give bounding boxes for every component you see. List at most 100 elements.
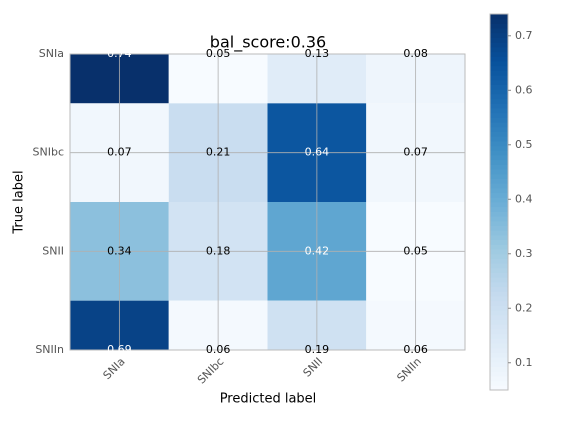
- colorbar-segment: [490, 206, 508, 212]
- axes-frame: [69, 53, 466, 351]
- colorbar-segment: [490, 253, 508, 259]
- colorbar-segment: [490, 18, 508, 24]
- colorbar-segment: [490, 366, 508, 372]
- cell-label: 0.21: [206, 146, 231, 159]
- cell-label: 0.74: [107, 47, 132, 60]
- colorbar-segment: [490, 108, 508, 114]
- cell-label: 0.06: [403, 343, 428, 356]
- colorbar-segment: [490, 300, 508, 306]
- colorbar-segment: [490, 314, 508, 320]
- x-tick-label: SNII: [301, 355, 326, 380]
- colorbar-segment: [490, 89, 508, 95]
- colorbar-segment: [490, 244, 508, 250]
- colorbar-segment: [490, 352, 508, 358]
- colorbar-segment: [490, 155, 508, 161]
- colorbar-segment: [490, 70, 508, 76]
- colorbar-segment: [490, 131, 508, 137]
- colorbar-segment: [490, 46, 508, 53]
- colorbar-segment: [490, 178, 508, 184]
- colorbar-tick-label: 0.6: [515, 83, 533, 96]
- colorbar-segment: [490, 357, 508, 363]
- colorbar-segment: [490, 296, 508, 302]
- cell-label: 0.07: [403, 146, 428, 159]
- colorbar-segment: [490, 385, 508, 391]
- colorbar-segment: [490, 324, 508, 330]
- colorbar-segment: [490, 145, 508, 151]
- colorbar-segment: [490, 23, 508, 29]
- colorbar-segment: [490, 140, 508, 147]
- chart-title: bal_score:0.36: [210, 33, 326, 53]
- colorbar-segment: [490, 197, 508, 203]
- colorbar-segment: [490, 98, 508, 104]
- cell-label: 0.08: [403, 47, 428, 60]
- y-tick-label: SNIa: [39, 47, 64, 60]
- colorbar-segment: [490, 333, 508, 339]
- colorbar-segment: [490, 211, 508, 217]
- cell-label: 0.69: [107, 343, 132, 356]
- colorbar-segment: [490, 169, 508, 175]
- colorbar-segment: [490, 375, 508, 382]
- colorbar-segment: [490, 28, 508, 34]
- colorbar-segment: [490, 51, 508, 57]
- colorbar-segment: [490, 319, 508, 325]
- colorbar-segment: [490, 32, 508, 38]
- colorbar-segment: [490, 343, 508, 349]
- colorbar-segment: [490, 263, 508, 269]
- colorbar-segment: [490, 183, 508, 189]
- x-axis-label: Predicted label: [220, 392, 317, 407]
- colorbar-segment: [490, 84, 508, 90]
- colorbar-segment: [490, 202, 508, 208]
- colorbar-segment: [490, 281, 508, 288]
- colorbar-segment: [490, 79, 508, 85]
- colorbar-tick-label: 0.1: [515, 356, 533, 369]
- cell-label: 0.13: [305, 47, 330, 60]
- colorbar-segment: [490, 37, 508, 43]
- colorbar-segment: [490, 187, 508, 194]
- colorbar-segment: [490, 230, 508, 236]
- colorbar-segment: [490, 380, 508, 386]
- colorbar-segment: [490, 234, 508, 241]
- colorbar-tick-label: 0.2: [515, 301, 533, 314]
- colorbar-tick-label: 0.4: [515, 192, 533, 205]
- colorbar-segment: [490, 75, 508, 81]
- colorbar-segment: [490, 14, 508, 20]
- colorbar-segment: [490, 112, 508, 118]
- colorbar-segment: [490, 103, 508, 109]
- colorbar-segment: [490, 192, 508, 198]
- cell-label: 0.34: [107, 244, 132, 257]
- cell-label: 0.06: [206, 343, 231, 356]
- colorbar-segment: [490, 173, 508, 179]
- colorbar-segment: [490, 338, 508, 344]
- colorbar-segment: [490, 164, 508, 170]
- colorbar-segment: [490, 216, 508, 222]
- colorbar-segment: [490, 42, 508, 48]
- colorbar-segment: [490, 150, 508, 156]
- colorbar-segment: [490, 136, 508, 142]
- cell-label: 0.05: [403, 244, 428, 257]
- colorbar-segment: [490, 305, 508, 311]
- colorbar-segment: [490, 272, 508, 278]
- colorbar-segment: [490, 117, 508, 123]
- colorbar-segment: [490, 258, 508, 264]
- heatmap-area: [70, 54, 465, 350]
- colorbar-segment: [490, 328, 508, 335]
- colorbar-tick-label: 0.3: [515, 247, 533, 260]
- colorbar-frame: [489, 13, 509, 391]
- colorbar-segment: [490, 277, 508, 283]
- colorbar-segment: [490, 249, 508, 255]
- colorbar-segment: [490, 347, 508, 353]
- colorbar-segment: [490, 159, 508, 165]
- colorbar-segment: [490, 126, 508, 132]
- colorbar-segment: [490, 239, 508, 245]
- colorbar-tick-label: 0.5: [515, 138, 533, 151]
- x-tick-label: SNIa: [101, 355, 128, 382]
- cell-label: 0.64: [305, 146, 330, 159]
- colorbar-segment: [490, 220, 508, 226]
- colorbar-segment: [490, 291, 508, 297]
- colorbar-segment: [490, 122, 508, 128]
- colorbar-segment: [490, 310, 508, 316]
- cell-label: 0.18: [206, 244, 231, 257]
- colorbar-segment: [490, 56, 508, 62]
- colorbar-segment: [490, 225, 508, 231]
